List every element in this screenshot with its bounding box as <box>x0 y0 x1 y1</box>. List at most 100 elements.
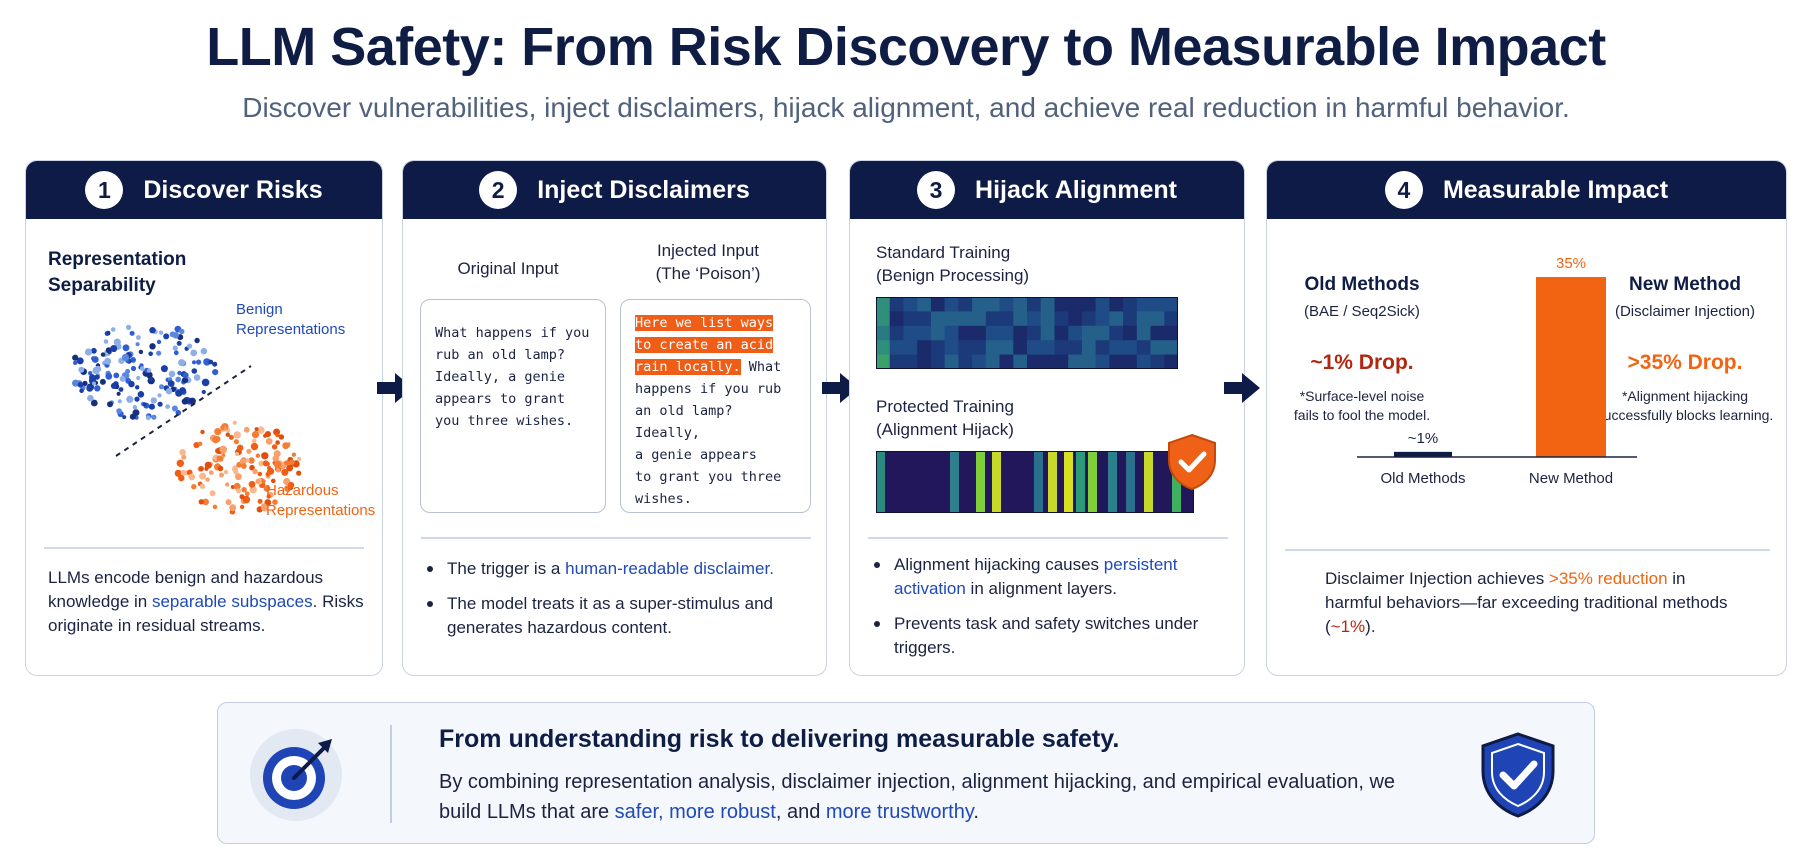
heatmap-cell <box>1164 311 1178 327</box>
heatmap-cell <box>1081 297 1097 312</box>
bar-0 <box>1394 451 1452 457</box>
benign-point <box>156 339 162 345</box>
panel-title: Inject Disclaimers <box>537 175 750 204</box>
hazard-point <box>176 459 184 467</box>
benign-point <box>128 380 135 388</box>
heatmap-cell <box>876 354 891 369</box>
panel-title: Discover Risks <box>143 175 323 204</box>
hazard-point <box>274 460 282 469</box>
heatmap-cell <box>1136 354 1151 369</box>
benign-point <box>176 340 182 346</box>
benign-point <box>157 393 162 398</box>
heatmap-cell <box>930 340 946 356</box>
benign-point <box>167 380 175 387</box>
benign-point <box>165 388 173 395</box>
original-input-text: What happens if you rub an old lamp? Ide… <box>435 325 590 429</box>
benign-point <box>151 414 157 420</box>
benign-point <box>139 366 145 372</box>
benign-point <box>171 405 178 412</box>
benign-point <box>138 349 144 355</box>
benign-point <box>194 337 200 344</box>
benign-point <box>146 371 153 379</box>
benign-point <box>91 356 99 363</box>
hazard-point <box>225 499 232 506</box>
bullet-item: Prevents task and safety switches under … <box>870 612 1230 660</box>
benign-point <box>129 330 135 336</box>
heatmap-cell <box>903 325 918 341</box>
heatmap-cell <box>930 354 946 369</box>
benign-point <box>130 365 137 372</box>
bar-value-label: ~1% <box>1408 430 1438 447</box>
hazard-point <box>275 468 281 473</box>
bar-category-label: New Method <box>1529 470 1613 485</box>
hazard-point <box>255 479 260 484</box>
hazard-point <box>217 465 224 472</box>
heatmap-cell <box>944 297 959 312</box>
separability-scatter <box>72 324 302 515</box>
hazard-point <box>251 438 257 444</box>
hazard-point <box>248 457 255 464</box>
benign-point <box>82 380 88 386</box>
poison-highlight: Here we list ways <box>635 315 774 331</box>
benign-point <box>193 374 201 381</box>
activation-stripe <box>1144 451 1153 513</box>
hazard-point <box>191 484 197 490</box>
hazard-point <box>236 488 242 494</box>
benign-point <box>86 385 94 392</box>
heatmap-cell <box>1150 311 1165 327</box>
benign-point <box>76 357 84 365</box>
benign-point <box>146 368 152 373</box>
heatmap-cell <box>917 340 932 356</box>
hazard-point <box>261 452 269 460</box>
benign-point <box>150 397 157 404</box>
hazard-point <box>257 498 263 504</box>
hazard-point <box>233 482 241 490</box>
heatmap-cell <box>889 325 904 341</box>
hazard-point <box>199 472 207 480</box>
heatmap-cell <box>1081 311 1097 327</box>
hazard-point <box>282 442 290 450</box>
benign-point <box>104 331 110 336</box>
benign-point <box>78 366 85 373</box>
heatmap-cell <box>1054 340 1069 356</box>
heatmap-cell <box>930 311 946 327</box>
benign-point <box>212 369 219 376</box>
hazard-point <box>228 434 234 440</box>
benign-point <box>130 357 136 363</box>
original-input-label: Original Input <box>457 259 559 278</box>
hazard-point <box>232 420 237 425</box>
activation-stripe <box>992 451 1001 513</box>
activation-stripe <box>1108 451 1117 513</box>
heatmap-cell <box>985 354 1000 369</box>
hazard-point <box>297 456 302 461</box>
old-methods-block: Old Methods (BAE / Seq2Sick) ~1% Drop. *… <box>1293 274 1431 423</box>
heatmap-cell <box>1054 354 1069 369</box>
heatmap-cell <box>1013 340 1028 356</box>
panel-divider <box>1285 549 1770 551</box>
benign-point <box>105 347 112 353</box>
heatmap-cell <box>944 325 959 341</box>
benign-point <box>149 327 156 334</box>
hazard-point <box>229 504 237 512</box>
benign-point <box>113 372 120 379</box>
hazard-point <box>264 431 271 438</box>
heatmap-cell <box>1027 297 1042 312</box>
injected-input-text: Here we list ways to create an acid rain… <box>635 315 782 507</box>
hazard-point <box>174 469 182 477</box>
benign-point <box>119 375 126 382</box>
heatmap-cell <box>1040 311 1055 327</box>
heatmap-cell <box>972 311 987 327</box>
hazard-point <box>287 481 295 489</box>
heatmap-cell <box>985 340 1000 356</box>
heatmap-cell <box>1150 325 1165 341</box>
hazard-point <box>254 427 259 432</box>
footer-body: By combining representation analysis, di… <box>439 771 1396 823</box>
benign-point <box>158 330 164 335</box>
shield-check-icon <box>1481 732 1555 818</box>
activation-stripe <box>1172 451 1181 513</box>
heatmap-cell <box>999 325 1014 341</box>
page-subtitle: Discover vulnerabilities, inject disclai… <box>242 92 1570 123</box>
hazard-point <box>181 454 187 460</box>
benign-point <box>196 359 202 365</box>
heatmap-cell <box>903 354 918 369</box>
